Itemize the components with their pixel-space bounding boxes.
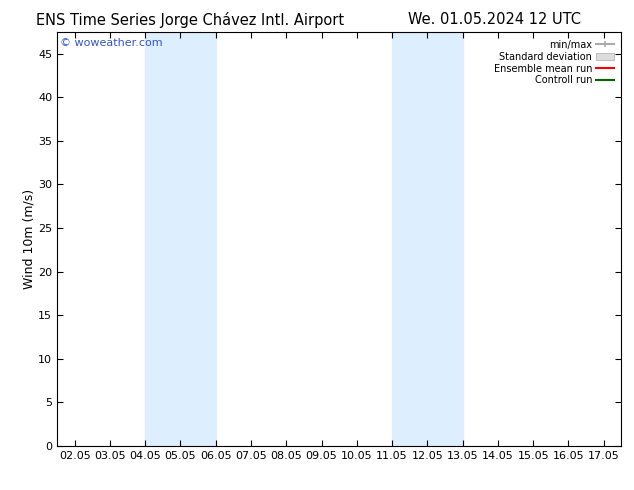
Legend: min/max, Standard deviation, Ensemble mean run, Controll run: min/max, Standard deviation, Ensemble me… <box>491 37 616 88</box>
Text: We. 01.05.2024 12 UTC: We. 01.05.2024 12 UTC <box>408 12 581 27</box>
Text: © woweather.com: © woweather.com <box>60 38 162 48</box>
Y-axis label: Wind 10m (m/s): Wind 10m (m/s) <box>22 189 36 289</box>
Text: ENS Time Series Jorge Chávez Intl. Airport: ENS Time Series Jorge Chávez Intl. Airpo… <box>36 12 344 28</box>
Bar <box>392 32 463 446</box>
Bar <box>145 32 216 446</box>
